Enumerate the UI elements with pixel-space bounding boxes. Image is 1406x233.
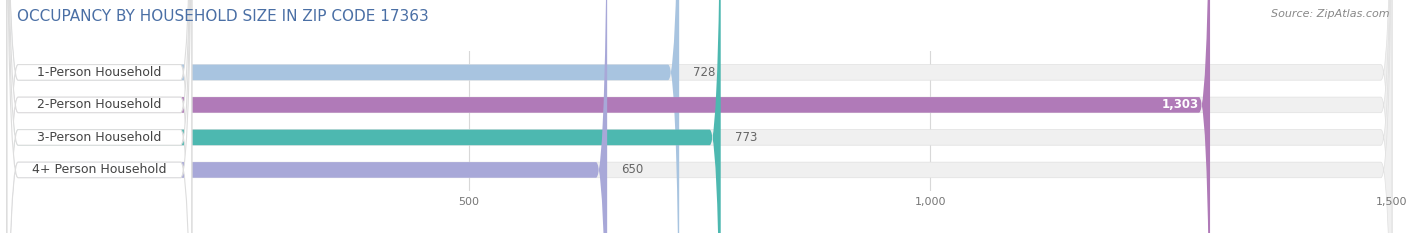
FancyBboxPatch shape <box>7 0 191 233</box>
FancyBboxPatch shape <box>7 0 191 233</box>
Text: 1-Person Household: 1-Person Household <box>37 66 162 79</box>
Text: 2-Person Household: 2-Person Household <box>37 98 162 111</box>
Text: 773: 773 <box>734 131 756 144</box>
Text: 3-Person Household: 3-Person Household <box>37 131 162 144</box>
FancyBboxPatch shape <box>7 0 607 233</box>
FancyBboxPatch shape <box>7 0 1392 233</box>
Text: Source: ZipAtlas.com: Source: ZipAtlas.com <box>1271 9 1389 19</box>
FancyBboxPatch shape <box>7 0 679 233</box>
Text: 728: 728 <box>693 66 716 79</box>
FancyBboxPatch shape <box>7 0 191 233</box>
Text: OCCUPANCY BY HOUSEHOLD SIZE IN ZIP CODE 17363: OCCUPANCY BY HOUSEHOLD SIZE IN ZIP CODE … <box>17 9 429 24</box>
Text: 650: 650 <box>621 163 644 176</box>
FancyBboxPatch shape <box>7 0 1211 233</box>
FancyBboxPatch shape <box>7 0 1392 233</box>
FancyBboxPatch shape <box>7 0 721 233</box>
Text: 4+ Person Household: 4+ Person Household <box>32 163 166 176</box>
FancyBboxPatch shape <box>7 0 191 233</box>
Text: 1,303: 1,303 <box>1161 98 1199 111</box>
FancyBboxPatch shape <box>7 0 1392 233</box>
FancyBboxPatch shape <box>7 0 1392 233</box>
